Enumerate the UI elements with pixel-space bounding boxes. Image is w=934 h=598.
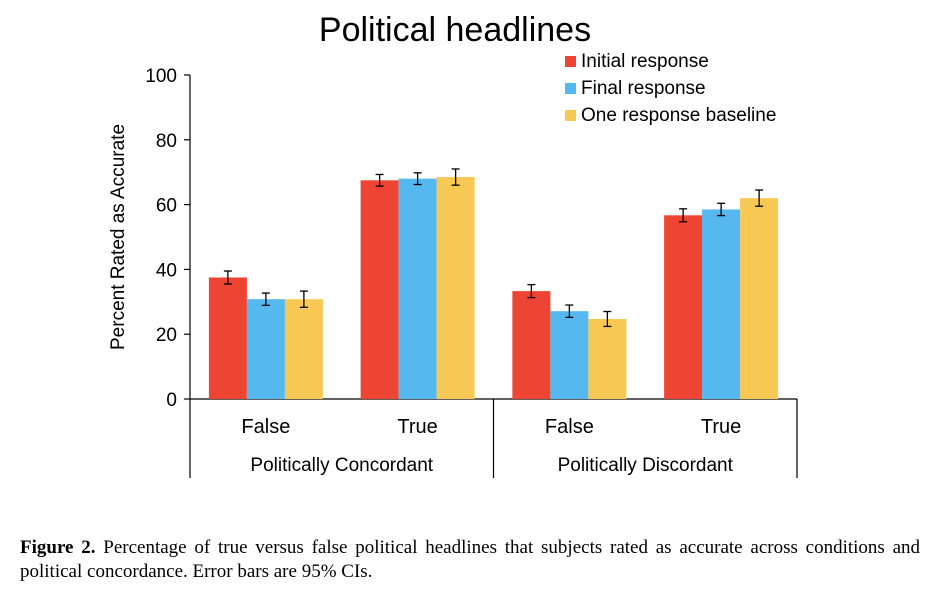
x-tick-label: True [701,416,741,438]
plot-area: 0 20 40 60 80 100 False True False True Politicall… [145,66,798,478]
caption-text: Percentage of true versus false politica… [20,537,920,582]
y-tick-label: 100 [145,66,177,87]
bar [550,311,589,399]
chart: Political headlines Percent Rated as Acc… [108,11,798,478]
legend: Initial response Final response One respon… [565,51,776,126]
x-tick-label: False [241,416,290,438]
bar [284,299,323,399]
bar [398,178,437,399]
y-axis-label: Percent Rated as Accurate [108,124,129,350]
legend-swatch [565,110,576,121]
y-tick-label: 40 [156,260,177,281]
bar [436,177,475,399]
figure-caption: Figure 2. Percentage of true versus fals… [20,536,920,584]
bar [702,209,741,399]
y-tick-label: 20 [156,325,177,346]
chart-title: Political headlines [319,11,591,49]
bar [512,291,551,399]
y-tick-label: 0 [166,390,177,411]
legend-swatch [565,56,576,67]
y-tick-label: 60 [156,196,177,217]
x-tick-label: False [545,416,594,438]
group-label: Politically Discordant [558,455,734,476]
bar [246,299,285,399]
bar [360,180,399,399]
y-tick-label: 80 [156,131,177,152]
legend-swatch [565,83,576,94]
x-tick-label: True [397,416,437,438]
legend-label: Final response [581,78,706,99]
bar [208,277,247,399]
bar [588,318,627,399]
legend-label: Initial response [581,51,709,72]
caption-label: Figure 2. [20,537,96,558]
bar [740,198,779,399]
legend-label: One response baseline [581,105,776,126]
bar [664,215,703,399]
group-label: Politically Concordant [250,455,433,476]
